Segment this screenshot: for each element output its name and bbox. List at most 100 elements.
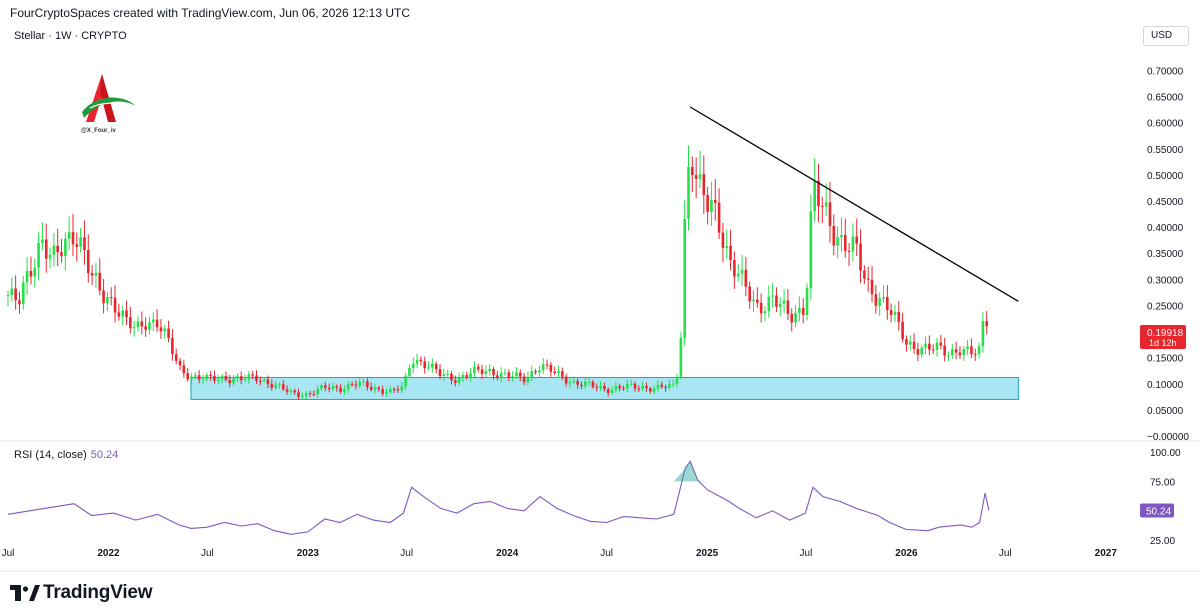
candle-body[interactable] xyxy=(259,380,262,382)
candle-body[interactable] xyxy=(985,321,989,327)
candle-body[interactable] xyxy=(346,384,350,390)
candle-body[interactable] xyxy=(266,379,270,385)
candle-body[interactable] xyxy=(381,389,384,394)
candle-body[interactable] xyxy=(140,321,144,327)
candle-body[interactable] xyxy=(320,385,323,389)
candle-body[interactable] xyxy=(450,373,453,381)
candle-body[interactable] xyxy=(106,297,109,304)
candle-body[interactable] xyxy=(905,339,908,345)
candle-body[interactable] xyxy=(606,389,610,394)
candle-body[interactable] xyxy=(889,309,893,316)
candle-body[interactable] xyxy=(297,392,300,397)
candle-body[interactable] xyxy=(740,269,744,274)
candle-body[interactable] xyxy=(228,379,232,384)
candle-body[interactable] xyxy=(748,286,751,302)
candle-body[interactable] xyxy=(851,236,855,252)
descending-trendline[interactable] xyxy=(689,106,1019,302)
candle-body[interactable] xyxy=(343,389,346,392)
candle-body[interactable] xyxy=(186,373,189,380)
candle-body[interactable] xyxy=(109,297,113,299)
candle-body[interactable] xyxy=(71,232,75,245)
candle-body[interactable] xyxy=(90,272,94,276)
candle-body[interactable] xyxy=(652,388,656,392)
candle-body[interactable] xyxy=(664,386,667,388)
candle-body[interactable] xyxy=(396,389,400,391)
candle-body[interactable] xyxy=(354,384,358,386)
rsi-line[interactable] xyxy=(7,460,990,535)
candle-body[interactable] xyxy=(461,375,465,378)
candle-body[interactable] xyxy=(366,381,369,387)
candle-body[interactable] xyxy=(201,379,205,381)
candle-body[interactable] xyxy=(331,386,335,390)
candle-body[interactable] xyxy=(656,384,660,389)
candle-body[interactable] xyxy=(358,382,362,386)
candle-body[interactable] xyxy=(683,219,686,338)
candle-body[interactable] xyxy=(167,328,170,339)
candle-body[interactable] xyxy=(908,341,912,345)
candle-body[interactable] xyxy=(37,243,40,268)
candle-body[interactable] xyxy=(694,175,698,179)
candle-body[interactable] xyxy=(465,375,469,378)
candle-body[interactable] xyxy=(442,374,446,377)
candle-body[interactable] xyxy=(484,371,488,375)
candle-body[interactable] xyxy=(618,386,621,389)
candle-body[interactable] xyxy=(507,372,511,378)
candle-body[interactable] xyxy=(446,373,449,375)
candle-body[interactable] xyxy=(954,349,958,353)
candle-body[interactable] xyxy=(744,269,748,287)
candle-body[interactable] xyxy=(821,206,824,208)
candle-body[interactable] xyxy=(687,167,690,220)
candle-body[interactable] xyxy=(339,387,342,392)
candle-body[interactable] xyxy=(691,167,694,176)
candle-body[interactable] xyxy=(56,245,60,253)
candle-body[interactable] xyxy=(117,312,121,317)
candle-body[interactable] xyxy=(190,376,193,380)
candle-body[interactable] xyxy=(809,211,813,289)
candle-body[interactable] xyxy=(369,386,373,390)
candle-body[interactable] xyxy=(255,375,258,381)
candle-body[interactable] xyxy=(843,234,847,251)
candle-body[interactable] xyxy=(113,297,117,313)
candle-body[interactable] xyxy=(239,376,243,381)
candle-body[interactable] xyxy=(427,367,430,369)
candle-body[interactable] xyxy=(580,384,583,387)
candle-body[interactable] xyxy=(216,379,220,381)
candle-body[interactable] xyxy=(389,388,392,393)
candle-body[interactable] xyxy=(622,388,625,390)
candle-body[interactable] xyxy=(637,388,641,390)
candle-body[interactable] xyxy=(771,295,774,297)
candle-body[interactable] xyxy=(60,252,63,257)
candle-body[interactable] xyxy=(553,371,557,374)
candle-body[interactable] xyxy=(947,355,950,357)
candle-body[interactable] xyxy=(970,346,973,355)
candle-body[interactable] xyxy=(541,364,545,371)
candle-body[interactable] xyxy=(148,322,151,330)
candle-body[interactable] xyxy=(262,379,266,381)
candle-body[interactable] xyxy=(920,347,924,355)
candle-body[interactable] xyxy=(798,307,801,313)
candle-body[interactable] xyxy=(102,290,105,304)
candle-body[interactable] xyxy=(213,375,216,381)
candle-body[interactable] xyxy=(713,200,717,203)
candle-body[interactable] xyxy=(564,376,568,384)
candle-body[interactable] xyxy=(549,364,553,372)
candle-body[interactable] xyxy=(645,385,648,389)
candle-body[interactable] xyxy=(874,294,878,306)
candle-body[interactable] xyxy=(729,245,732,260)
candle-body[interactable] xyxy=(83,237,86,251)
candle-body[interactable] xyxy=(174,354,178,361)
candle-body[interactable] xyxy=(454,380,457,383)
candle-body[interactable] xyxy=(702,174,706,196)
candle-body[interactable] xyxy=(33,267,37,277)
candle-body[interactable] xyxy=(545,364,549,366)
candle-body[interactable] xyxy=(966,346,969,349)
candle-body[interactable] xyxy=(859,243,862,271)
candle-body[interactable] xyxy=(144,326,147,330)
candle-body[interactable] xyxy=(385,392,388,394)
candle-body[interactable] xyxy=(736,273,740,277)
candle-body[interactable] xyxy=(706,195,709,212)
candle-body[interactable] xyxy=(373,387,377,390)
candle-body[interactable] xyxy=(274,384,277,388)
candle-body[interactable] xyxy=(6,295,10,296)
candle-body[interactable] xyxy=(977,346,981,355)
